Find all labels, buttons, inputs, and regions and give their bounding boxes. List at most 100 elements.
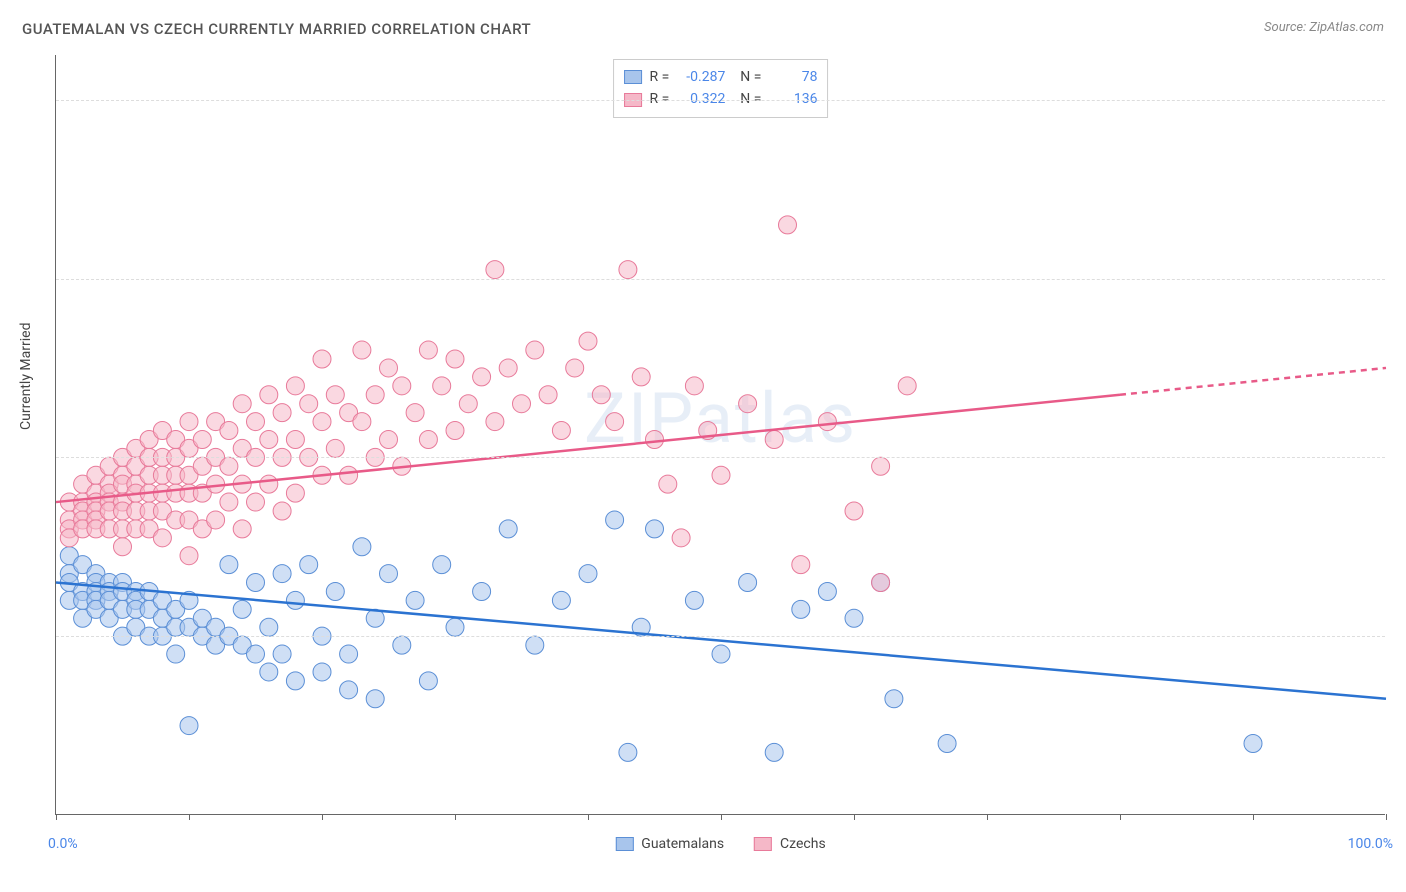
scatter-point	[592, 386, 610, 404]
scatter-point	[885, 690, 903, 708]
scatter-point	[233, 395, 251, 413]
scatter-point	[233, 520, 251, 538]
x-tick	[1120, 814, 1121, 820]
scatter-point	[260, 386, 278, 404]
scatter-point	[353, 341, 371, 359]
scatter-point	[260, 618, 278, 636]
scatter-point	[566, 359, 584, 377]
scatter-point	[273, 645, 291, 663]
x-tick	[721, 814, 722, 820]
grid-line	[56, 636, 1385, 637]
scatter-point	[579, 565, 597, 583]
stats-legend: R = -0.287 N = 78 R = 0.322 N = 136	[613, 59, 829, 118]
scatter-point	[632, 368, 650, 386]
grid-line	[56, 457, 1385, 458]
scatter-point	[380, 565, 398, 583]
x-tick	[588, 814, 589, 820]
scatter-point	[419, 341, 437, 359]
y-tick-label: 60.0%	[1395, 449, 1406, 465]
scatter-point	[499, 359, 517, 377]
scatter-point	[247, 493, 265, 511]
scatter-point	[167, 645, 185, 663]
scatter-point	[393, 636, 411, 654]
scatter-point	[340, 645, 358, 663]
legend-item-guatemalans: Guatemalans	[615, 836, 724, 852]
scatter-point	[446, 618, 464, 636]
scatter-point	[898, 377, 916, 395]
scatter-point	[473, 368, 491, 386]
scatter-point	[380, 359, 398, 377]
scatter-point	[672, 529, 690, 547]
scatter-point	[659, 475, 677, 493]
scatter-point	[180, 547, 198, 565]
scatter-point	[153, 529, 171, 547]
scatter-point	[685, 377, 703, 395]
legend-item-czechs: Czechs	[754, 836, 826, 852]
scatter-point	[260, 475, 278, 493]
scatter-point	[220, 422, 238, 440]
x-axis-max-label: 100.0%	[1348, 836, 1393, 852]
scatter-point	[646, 430, 664, 448]
scatter-point	[606, 413, 624, 431]
y-tick-label: 40.0%	[1395, 628, 1406, 644]
x-tick	[987, 814, 988, 820]
scatter-point	[486, 413, 504, 431]
x-axis-min-label: 0.0%	[48, 836, 78, 852]
scatter-point	[220, 457, 238, 475]
scatter-point	[739, 395, 757, 413]
scatter-point	[247, 645, 265, 663]
scatter-point	[326, 439, 344, 457]
swatch-guatemalans	[624, 70, 642, 84]
scatter-point	[685, 591, 703, 609]
scatter-point	[340, 681, 358, 699]
scatter-point	[286, 672, 304, 690]
chart-svg	[56, 55, 1385, 814]
bottom-legend: Guatemalans Czechs	[615, 836, 825, 852]
plot-area: ZIPatlas R = -0.287 N = 78 R = 0.322 N =…	[55, 55, 1385, 815]
legend-swatch-czechs	[754, 837, 772, 851]
scatter-point	[446, 422, 464, 440]
scatter-point	[539, 386, 557, 404]
scatter-point	[273, 565, 291, 583]
scatter-point	[845, 502, 863, 520]
legend-label-guatemalans: Guatemalans	[641, 836, 724, 852]
y-tick-label: 80.0%	[1395, 271, 1406, 287]
scatter-point	[419, 672, 437, 690]
x-tick	[189, 814, 190, 820]
scatter-point	[313, 350, 331, 368]
scatter-point	[380, 430, 398, 448]
scatter-point	[619, 261, 637, 279]
scatter-point	[433, 556, 451, 574]
scatter-point	[739, 574, 757, 592]
x-tick	[1386, 814, 1387, 820]
scatter-point	[286, 484, 304, 502]
x-tick	[854, 814, 855, 820]
scatter-point	[712, 466, 730, 484]
scatter-point	[473, 582, 491, 600]
scatter-point	[646, 520, 664, 538]
scatter-point	[207, 511, 225, 529]
legend-swatch-guatemalans	[615, 837, 633, 851]
scatter-point	[366, 386, 384, 404]
stats-row-1: R = -0.287 N = 78	[624, 66, 818, 88]
scatter-point	[1244, 734, 1262, 752]
scatter-point	[845, 609, 863, 627]
scatter-point	[286, 591, 304, 609]
scatter-point	[459, 395, 477, 413]
scatter-point	[606, 511, 624, 529]
scatter-point	[366, 690, 384, 708]
scatter-point	[513, 395, 531, 413]
scatter-point	[406, 591, 424, 609]
scatter-point	[313, 663, 331, 681]
scatter-point	[872, 457, 890, 475]
y-tick-label: 100.0%	[1395, 92, 1406, 108]
scatter-point	[499, 520, 517, 538]
n-value-1: 78	[769, 66, 817, 88]
scatter-point	[220, 556, 238, 574]
scatter-point	[406, 404, 424, 422]
scatter-point	[818, 582, 836, 600]
scatter-point	[712, 645, 730, 663]
scatter-point	[419, 430, 437, 448]
scatter-point	[300, 395, 318, 413]
y-axis-label: Currently Married	[18, 323, 34, 430]
